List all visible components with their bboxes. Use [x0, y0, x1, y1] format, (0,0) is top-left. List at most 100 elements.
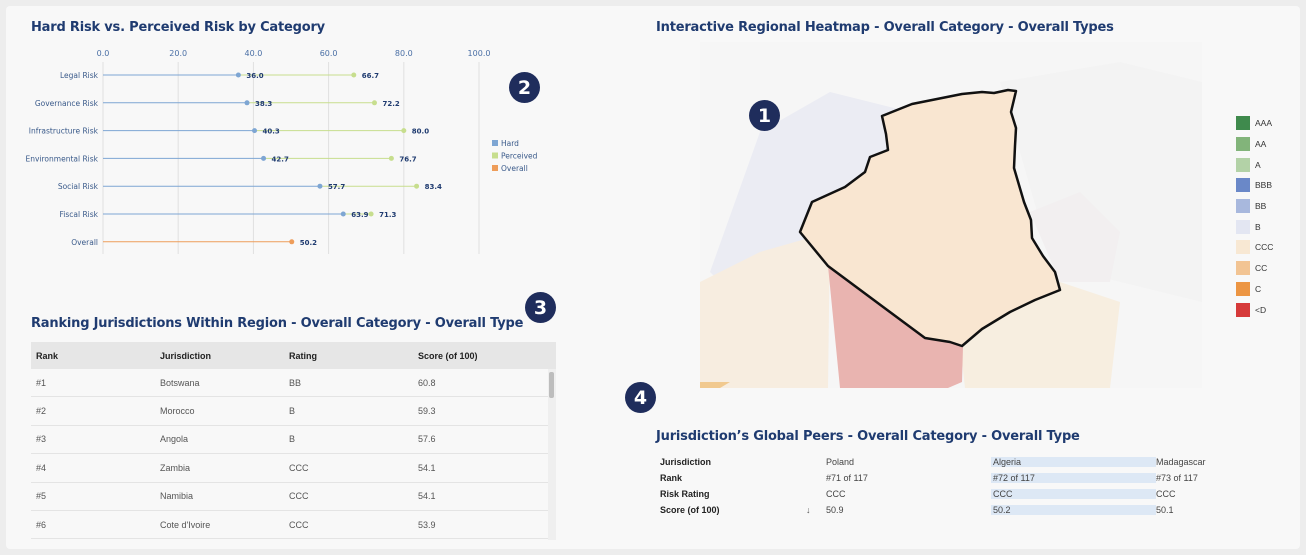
ranking-title: Ranking Jurisdictions Within Region - Ov… [31, 316, 524, 331]
peers-row-label: Score (of 100) [660, 505, 720, 515]
legend-item[interactable]: CCC [1236, 237, 1273, 258]
hard-data-label: 36.0 [246, 72, 263, 80]
peers-row: Score (of 100) ↓ 50.9 50.2 50.1 [656, 502, 1306, 518]
header-score[interactable]: Score (of 100) [418, 350, 478, 361]
table-scrollbar-thumb[interactable] [549, 372, 554, 398]
heatmap-title: Interactive Regional Heatmap - Overall C… [656, 20, 1114, 35]
legend-item[interactable]: <D [1236, 299, 1273, 320]
category-label: Legal Risk [60, 71, 99, 80]
peers-title: Jurisdiction’s Global Peers - Overall Ca… [656, 429, 1080, 444]
legend-item[interactable]: C [1236, 279, 1273, 300]
header-rank[interactable]: Rank [36, 350, 59, 361]
legend-swatch [1236, 137, 1250, 152]
peers-cell: Madagascar [1156, 457, 1206, 467]
category-label: Fiscal Risk [60, 210, 99, 219]
peers-cell: CCC [1156, 489, 1176, 499]
category-label: Social Risk [58, 182, 99, 191]
hard-data-label: 63.9 [351, 211, 368, 219]
peers-cell: Algeria [991, 457, 1156, 467]
legend-label: AA [1255, 139, 1267, 150]
overall-point [289, 239, 295, 245]
table-cell: Cote d'Ivoire [160, 519, 211, 530]
legend-swatch [492, 165, 498, 171]
hard-data-label: 40.3 [263, 128, 280, 136]
legend-label: Overall [501, 164, 528, 173]
legend-item[interactable]: B [1236, 216, 1273, 237]
legend-swatch [1236, 261, 1250, 276]
legend-swatch [1236, 281, 1250, 296]
peers-row-label: Risk Rating [660, 489, 710, 499]
badge-1: 1 [749, 100, 780, 131]
legend-item[interactable]: CC [1236, 258, 1273, 279]
legend-swatch [492, 152, 498, 159]
ranking-table: Rank Jurisdiction Rating Score (of 100) … [31, 342, 556, 540]
perceived-point [401, 128, 407, 134]
legend-label: <D [1255, 304, 1267, 315]
regional-heatmap-map[interactable] [700, 42, 1202, 388]
x-tick-label: 40.0 [244, 49, 262, 58]
perceived-point [368, 211, 374, 217]
table-row[interactable]: #2 Morocco B 59.3 [31, 397, 556, 426]
legend-item[interactable]: A [1236, 154, 1273, 175]
peers-row-label: Rank [660, 473, 683, 483]
algeria-region [798, 88, 1062, 348]
legend-item[interactable]: AA [1236, 134, 1273, 155]
risk-chart-title: Hard Risk vs. Perceived Risk by Category [31, 20, 325, 35]
table-row[interactable]: #3 Angola B 57.6 [31, 425, 556, 455]
legend-item[interactable]: BB [1236, 196, 1273, 217]
peers-cell: #72 of 117 [991, 473, 1156, 483]
legend-swatch [1236, 302, 1250, 317]
hard-point [252, 128, 258, 134]
header-rating[interactable]: Rating [289, 350, 317, 361]
table-row[interactable]: #6 Cote d'Ivoire CCC 53.9 [31, 510, 556, 540]
table-row[interactable]: #4 Zambia CCC 54.1 [31, 454, 556, 483]
x-tick-label: 20.0 [169, 49, 187, 58]
perceived-data-label: 66.7 [362, 72, 379, 80]
hard-data-label: 57.7 [328, 183, 345, 191]
table-cell: 54.1 [418, 462, 436, 473]
risk-chart: 0.0 20.0 40.0 60.0 80.0 100.0 Legal Risk 36.0 66… [26, 49, 538, 254]
table-cell: 59.3 [418, 406, 436, 417]
table-cell: 57.6 [418, 434, 436, 445]
legend-swatch [1236, 157, 1250, 172]
x-tick-label: 0.0 [97, 49, 110, 58]
peers-row-label: Jurisdiction [660, 457, 712, 467]
badge-3: 3 [525, 292, 556, 323]
hard-data-label: 42.7 [272, 155, 289, 163]
legend-swatch [1236, 178, 1250, 193]
legend-item[interactable]: AAA [1236, 113, 1273, 134]
hard-data-label: 38.3 [255, 100, 272, 108]
peers-table: Jurisdiction Poland Algeria Madagascar Rank #… [656, 454, 1306, 518]
peers-cell: #71 of 117 [826, 473, 868, 483]
legend-item[interactable]: BBB [1236, 175, 1273, 196]
perceived-data-label: 80.0 [412, 128, 429, 136]
legend-swatch [1236, 199, 1250, 214]
table-header: Rank Jurisdiction Rating Score (of 100) [31, 342, 556, 369]
table-cell: #4 [36, 462, 47, 473]
legend-label: BBB [1255, 180, 1273, 191]
header-jurisdiction[interactable]: Jurisdiction [160, 350, 212, 361]
peers-row: Jurisdiction Poland Algeria Madagascar [656, 454, 1306, 470]
legend-label: AAA [1255, 118, 1273, 129]
heatmap-legend: AAA AA A BBB BB B CCC CC C <D [1236, 113, 1273, 320]
perceived-data-label: 83.4 [425, 183, 442, 191]
hard-point [340, 211, 346, 217]
peers-cell: Poland [826, 457, 855, 467]
hard-point [261, 155, 267, 161]
table-cell: 60.8 [418, 377, 436, 388]
hard-point [244, 100, 250, 106]
peers-cell: CCC [826, 489, 846, 499]
table-cell: Namibia [160, 491, 194, 502]
sort-arrow-icon[interactable]: ↓ [806, 505, 811, 515]
table-cell: #3 [36, 434, 47, 445]
table-cell: Botswana [160, 377, 200, 388]
table-row[interactable]: #5 Namibia CCC 54.1 [31, 482, 556, 511]
table-cell: B [289, 406, 296, 417]
table-scrollbar[interactable] [548, 369, 556, 540]
table-cell: 54.1 [418, 491, 436, 502]
category-label: Infrastructure Risk [29, 127, 99, 136]
legend-swatch [492, 140, 498, 146]
table-cell: CCC [289, 519, 309, 530]
table-row[interactable]: #1 Botswana BB 60.8 [31, 369, 556, 398]
perceived-data-label: 76.7 [399, 155, 416, 163]
